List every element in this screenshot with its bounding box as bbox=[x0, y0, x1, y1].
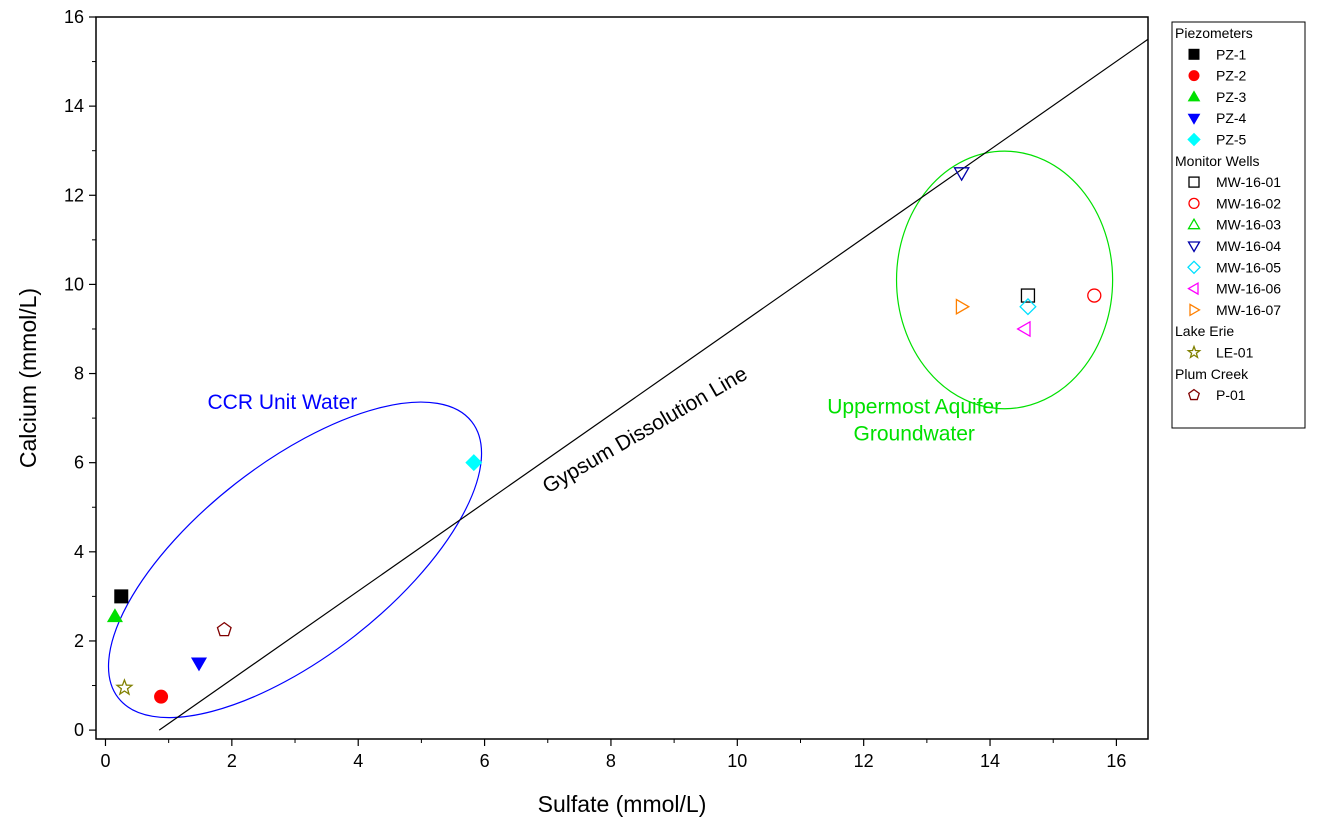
point-pz-1-0 bbox=[114, 589, 129, 604]
point-p-01-0 bbox=[216, 621, 232, 637]
legend-label-pz-5: PZ-5 bbox=[1216, 132, 1247, 148]
legend-marker-mw-16-04 bbox=[1187, 241, 1201, 253]
point-mw-16-05-0 bbox=[1019, 297, 1037, 316]
y-tick-label: 0 bbox=[74, 720, 84, 740]
legend-label-mw-16-02: MW-16-02 bbox=[1216, 195, 1281, 211]
plot-frame bbox=[95, 16, 1149, 740]
legend-marker-pz-5 bbox=[1187, 132, 1201, 147]
uppermost-aquifer-ellipse bbox=[895, 150, 1114, 410]
y-tick-label: 16 bbox=[64, 7, 84, 27]
legend-group-label: Lake Erie bbox=[1175, 323, 1234, 339]
point-mw-16-02-0 bbox=[1087, 288, 1102, 303]
annotation-0: CCR Unit Water bbox=[208, 391, 358, 414]
legend-label-pz-2: PZ-2 bbox=[1216, 68, 1247, 84]
y-tick-label: 12 bbox=[64, 185, 84, 205]
x-tick-label: 8 bbox=[606, 751, 616, 771]
x-tick-label: 14 bbox=[980, 751, 1000, 771]
legend-label-mw-16-04: MW-16-04 bbox=[1216, 238, 1281, 254]
legend-marker-le-01 bbox=[1186, 344, 1202, 359]
x-tick-label: 16 bbox=[1106, 751, 1126, 771]
annotation-1: Uppermost Aquifer bbox=[827, 396, 1001, 419]
x-tick-label: 10 bbox=[727, 751, 747, 771]
legend-marker-pz-1 bbox=[1188, 48, 1200, 60]
legend-marker-pz-3 bbox=[1187, 90, 1201, 102]
legend-marker-mw-16-05 bbox=[1187, 260, 1201, 275]
legend-label-p-01: P-01 bbox=[1216, 387, 1246, 403]
legend: Piezometers PZ-1 PZ-2 PZ-3 PZ-4 PZ-5 Monitor W… bbox=[1171, 21, 1306, 429]
legend-label-pz-1: PZ-1 bbox=[1216, 46, 1247, 62]
annotation-2: Groundwater bbox=[854, 422, 975, 445]
x-axis-title: Sulfate (mmol/L) bbox=[538, 791, 707, 817]
legend-group-label: Piezometers bbox=[1175, 25, 1253, 41]
legend-label-pz-3: PZ-3 bbox=[1216, 89, 1247, 105]
legend-marker-mw-16-07 bbox=[1189, 303, 1201, 317]
point-mw-16-07-0 bbox=[955, 298, 971, 315]
legend-marker-pz-4 bbox=[1187, 113, 1201, 125]
x-tick-label: 4 bbox=[353, 751, 363, 771]
legend-label-mw-16-07: MW-16-07 bbox=[1216, 302, 1281, 318]
point-mw-16-01-0 bbox=[1020, 288, 1036, 303]
legend-marker-pz-2 bbox=[1188, 70, 1200, 82]
y-tick-label: 4 bbox=[74, 542, 84, 562]
legend-marker-p-01 bbox=[1188, 388, 1200, 401]
point-pz-5-0 bbox=[465, 454, 483, 472]
point-mw-16-04-0 bbox=[953, 167, 970, 182]
point-pz-2-0 bbox=[154, 689, 169, 704]
ccr-unit-water-ellipse bbox=[107, 401, 483, 719]
legend-marker-mw-16-02 bbox=[1188, 197, 1200, 210]
legend-marker-mw-16-06 bbox=[1187, 281, 1199, 296]
legend-label-le-01: LE-01 bbox=[1216, 345, 1254, 361]
point-le-01-0 bbox=[115, 678, 134, 696]
y-axis-title: Calcium (mmol/L) bbox=[15, 288, 41, 468]
legend-box bbox=[1171, 21, 1306, 429]
point-pz-4-0 bbox=[190, 657, 208, 672]
point-mw-16-06-0 bbox=[1016, 320, 1031, 338]
gypsum-dissolution-line bbox=[158, 38, 1149, 731]
legend-label-mw-16-01: MW-16-01 bbox=[1216, 174, 1281, 190]
x-tick-label: 12 bbox=[854, 751, 874, 771]
legend-label-mw-16-06: MW-16-06 bbox=[1216, 281, 1281, 297]
x-tick-label: 2 bbox=[227, 751, 237, 771]
y-tick-label: 6 bbox=[74, 453, 84, 473]
legend-marker-mw-16-03 bbox=[1187, 217, 1201, 230]
y-tick-label: 14 bbox=[64, 96, 84, 116]
y-tick-label: 8 bbox=[74, 364, 84, 384]
legend-group-label: Plum Creek bbox=[1175, 366, 1249, 382]
gypsum-line-label: Gypsum Dissolution Line bbox=[539, 362, 752, 498]
point-pz-3-0 bbox=[106, 608, 123, 623]
legend-marker-mw-16-01 bbox=[1188, 176, 1200, 188]
legend-label-mw-16-05: MW-16-05 bbox=[1216, 259, 1281, 275]
y-tick-label: 10 bbox=[64, 274, 84, 294]
y-tick-label: 2 bbox=[74, 631, 84, 651]
x-tick-label: 6 bbox=[480, 751, 490, 771]
x-tick-label: 0 bbox=[100, 751, 110, 771]
legend-label-pz-4: PZ-4 bbox=[1216, 110, 1247, 126]
legend-label-mw-16-03: MW-16-03 bbox=[1216, 217, 1281, 233]
legend-group-label: Monitor Wells bbox=[1175, 153, 1260, 169]
